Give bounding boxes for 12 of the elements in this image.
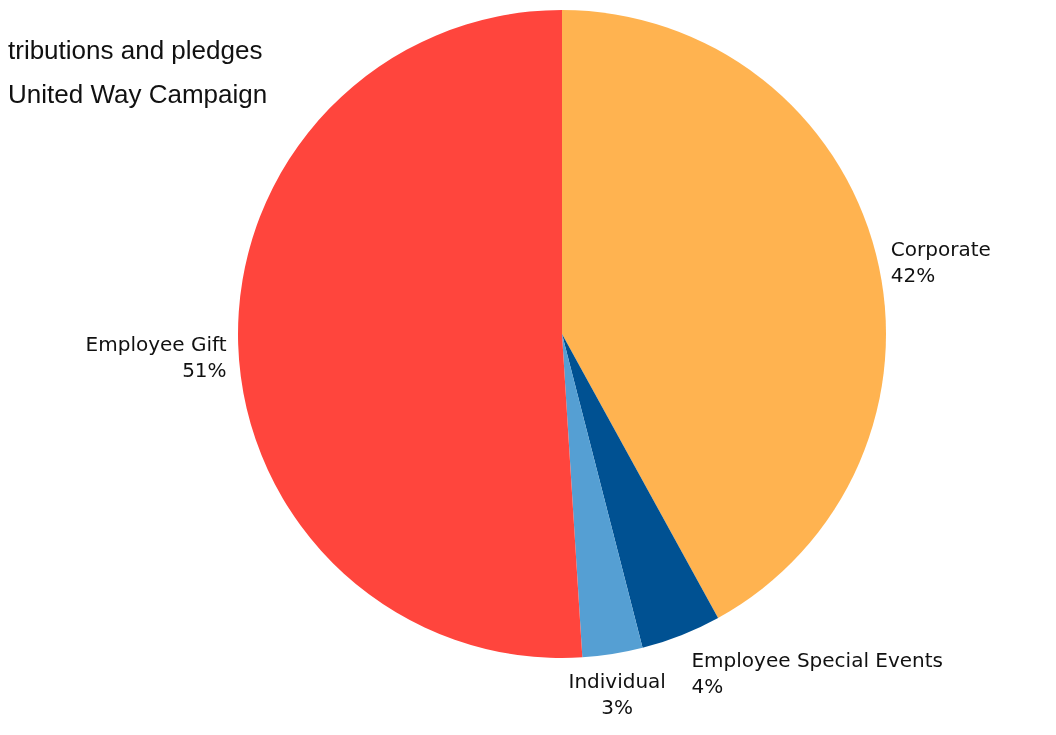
- slice-label: Corporate: [890, 236, 991, 261]
- text: tributions and pledges United Way Campaign: [8, 35, 268, 109]
- pie-slice: [562, 10, 886, 618]
- pie-slice: [562, 334, 643, 658]
- data-label: 42%: [890, 262, 936, 287]
- slice-label: Employee Special Events: [691, 648, 944, 673]
- pie-slice: [562, 334, 719, 648]
- data-label: 51%: [182, 357, 227, 382]
- data-label: 4%: [691, 674, 724, 699]
- slice-label: Employee Gift: [85, 331, 227, 356]
- slice-label: Individual: [568, 669, 666, 694]
- data-label: 3%: [601, 695, 634, 720]
